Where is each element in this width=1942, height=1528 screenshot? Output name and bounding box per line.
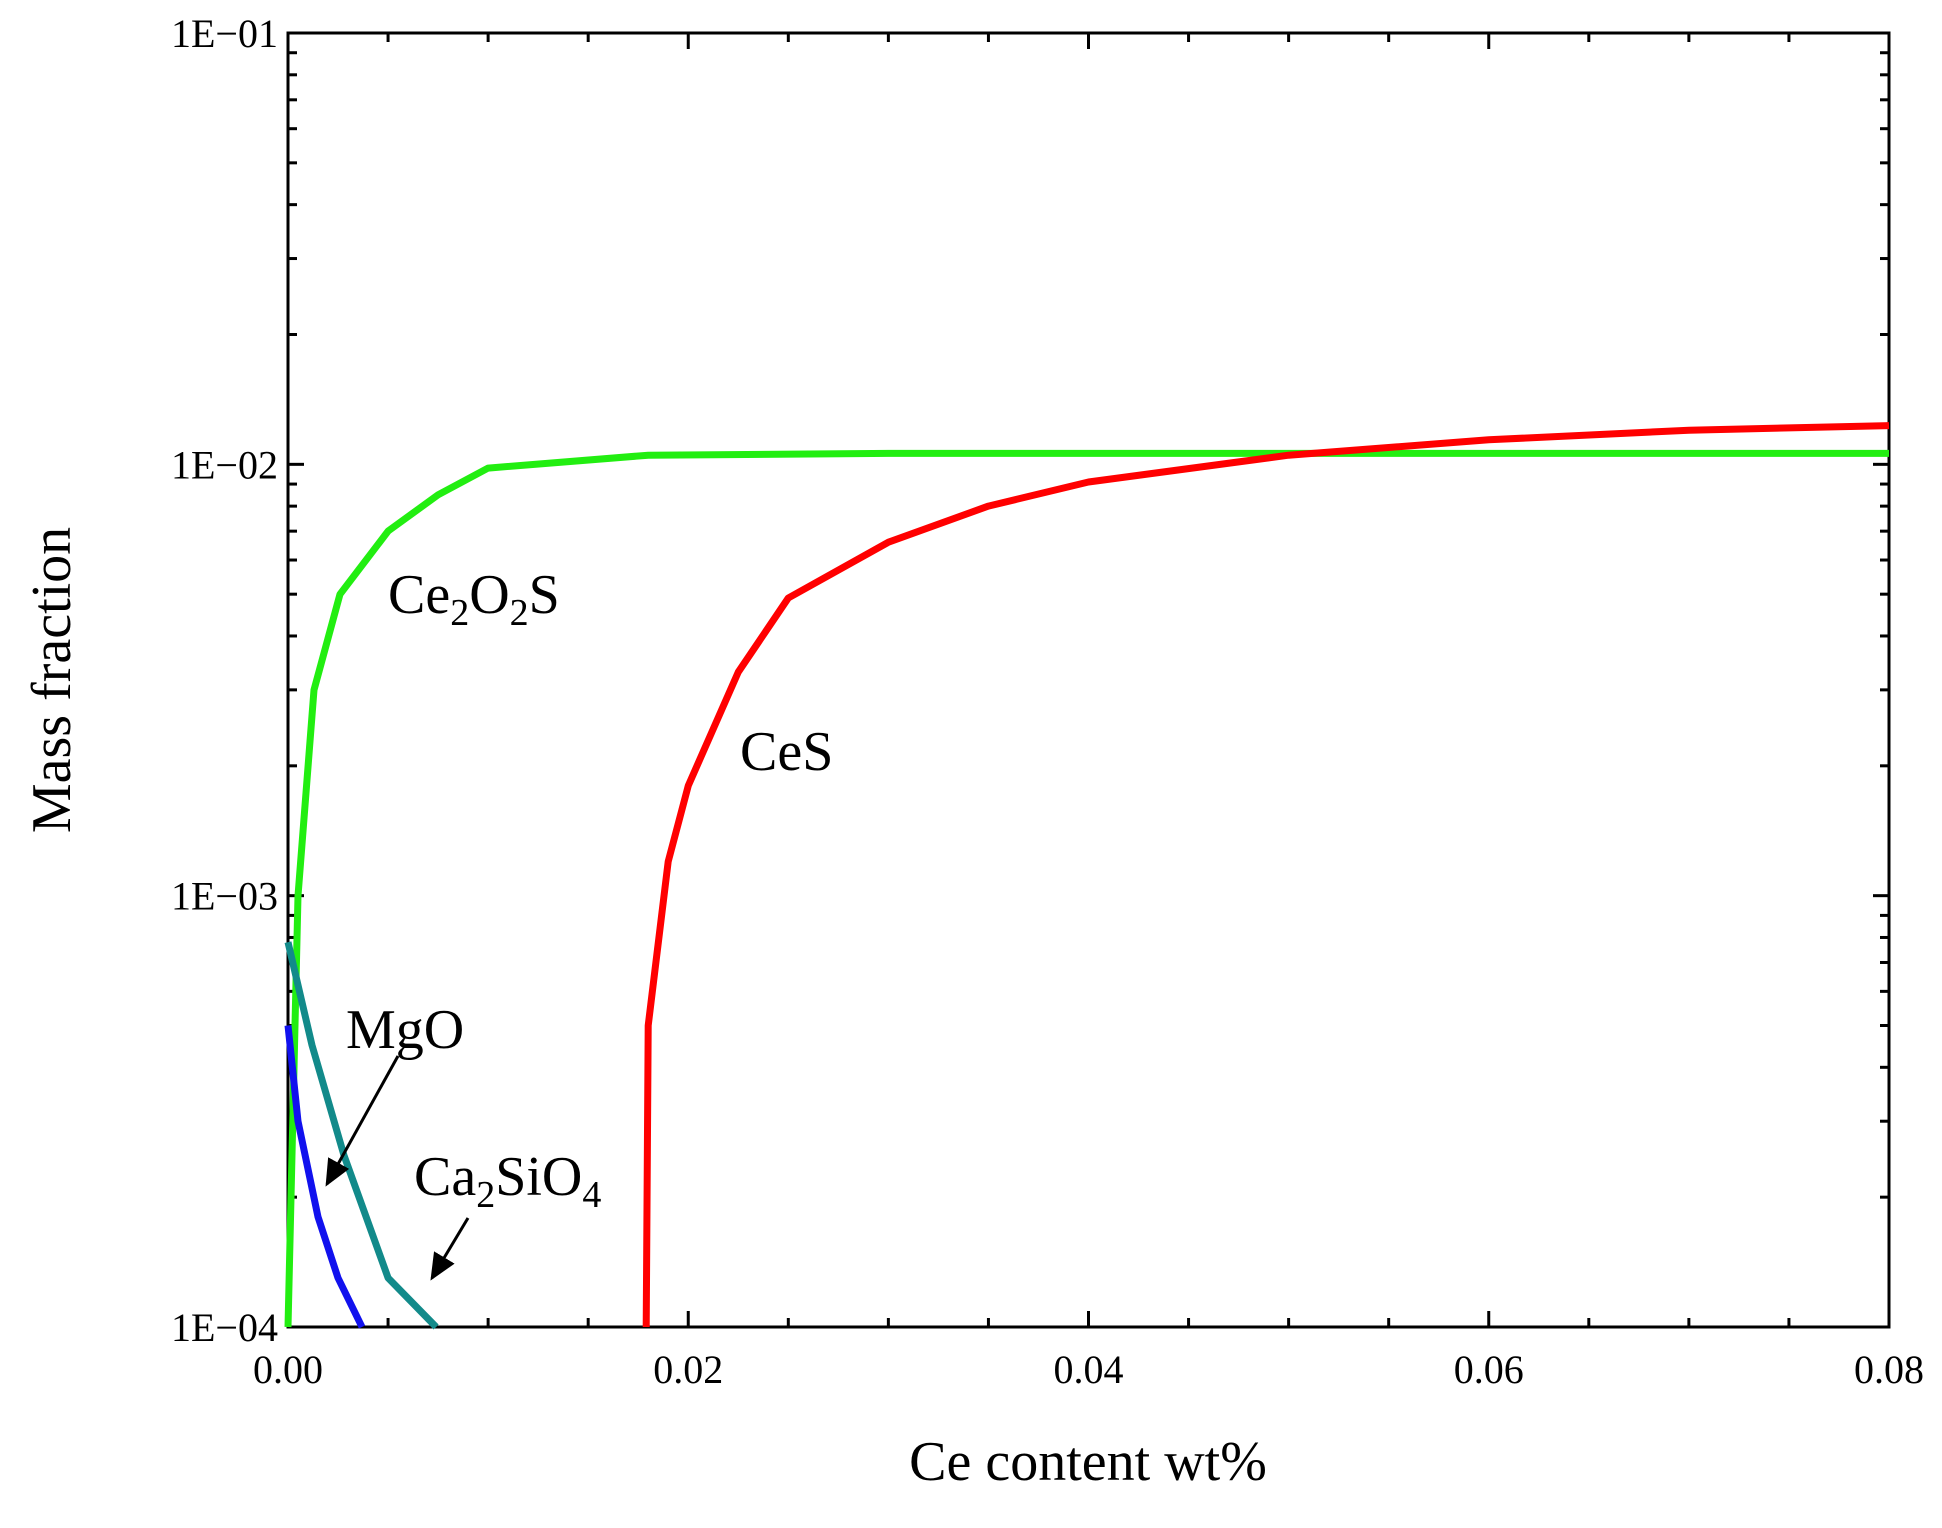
x-axis-title: Ce content wt% — [909, 1431, 1267, 1493]
y-tick-label: 1E−02 — [171, 442, 278, 487]
x-tick-label: 0.04 — [1054, 1347, 1124, 1392]
y-axis-title: Mass fraction — [21, 527, 83, 833]
series-label-mgo: MgO — [346, 999, 464, 1061]
y-tick-label: 1E−01 — [171, 11, 278, 56]
ca2sio4-annotation-arrow — [430, 1217, 470, 1281]
mgo-annotation-arrow — [325, 1055, 400, 1187]
series-label-ces: CeS — [740, 721, 833, 783]
series-label-ca2sio4: Ca2SiO4 — [414, 1146, 601, 1216]
x-tick-label: 0.00 — [253, 1347, 323, 1392]
series-line-ces — [642, 422, 1890, 1328]
series-label-ce2o2s: Ce2O2S — [388, 564, 560, 634]
y-axis-ticks: 1E−04 1E−03 1E−02 1E−01 — [171, 11, 1889, 1350]
x-axis-ticks: 0.00 0.02 0.04 0.06 0.08 — [253, 33, 1924, 1392]
y-tick-label: 1E−03 — [171, 874, 278, 919]
y-tick-label: 1E−04 — [171, 1305, 278, 1350]
x-tick-label: 0.06 — [1454, 1347, 1524, 1392]
series-line-ce2o2s — [284, 449, 1889, 1328]
plot-frame — [286, 31, 1891, 1329]
x-tick-label: 0.08 — [1854, 1347, 1924, 1392]
x-tick-label: 0.02 — [653, 1347, 723, 1392]
series-line-mgo — [284, 1025, 366, 1329]
